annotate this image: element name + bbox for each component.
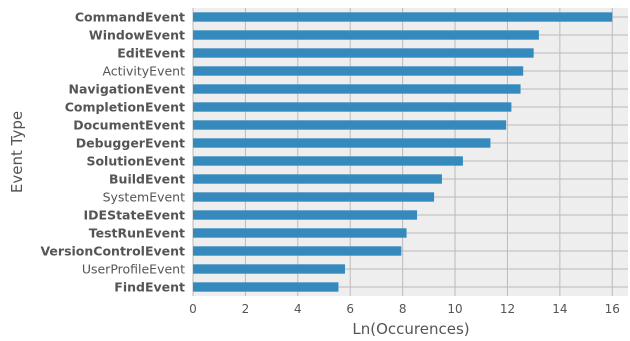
category-label: UserProfileEvent (82, 262, 185, 277)
bar-navigationevent (193, 84, 521, 94)
x-tick-label: 16 (605, 302, 620, 316)
category-label: BuildEvent (109, 172, 185, 187)
bars (193, 12, 613, 292)
bar-windowevent (193, 30, 539, 40)
category-label: WindowEvent (89, 28, 185, 43)
x-tick-label: 10 (447, 302, 462, 316)
x-tick-label: 6 (346, 302, 354, 316)
category-label: TestRunEvent (89, 226, 185, 241)
bar-buildevent (193, 174, 442, 184)
category-label: CompletionEvent (65, 100, 185, 115)
bar-systemevent (193, 192, 435, 202)
bar-activityevent (193, 66, 524, 76)
x-tick-label: 8 (399, 302, 407, 316)
bar-commandevent (193, 12, 613, 22)
bar-documentevent (193, 120, 507, 130)
category-label: ActivityEvent (102, 64, 185, 79)
category-label: FindEvent (114, 280, 185, 295)
category-label: NavigationEvent (69, 82, 186, 97)
category-label: SolutionEvent (86, 154, 185, 169)
category-label: IDEStateEvent (84, 208, 185, 223)
bar-userprofileevent (193, 264, 345, 274)
bar-testrunevent (193, 228, 407, 238)
x-tick-label: 12 (500, 302, 515, 316)
category-label: EditEvent (117, 46, 185, 61)
category-label: DocumentEvent (73, 118, 185, 133)
x-tick-label: 2 (242, 302, 250, 316)
category-label: DebuggerEvent (76, 136, 185, 151)
x-tick-label: 0 (189, 302, 197, 316)
category-label: CommandEvent (75, 10, 185, 25)
bar-findevent (193, 282, 339, 292)
x-axis-label: Ln(Occurences) (352, 320, 469, 338)
bar-versioncontrolevent (193, 246, 402, 256)
bar-solutionevent (193, 156, 463, 166)
x-tick-labels: 0 2 4 6 8 10 12 14 16 (189, 302, 620, 316)
category-labels: CommandEvent WindowEvent EditEvent Activity… (40, 10, 185, 295)
bar-idestateevent (193, 210, 418, 220)
category-label: VersionControlEvent (40, 244, 185, 259)
y-axis-label: Event Type (8, 111, 26, 193)
x-tick-label: 14 (552, 302, 567, 316)
bar-completionevent (193, 102, 512, 112)
category-label: SystemEvent (103, 190, 186, 205)
bar-debuggerevent (193, 138, 491, 148)
bar-editevent (193, 48, 534, 58)
x-tick-label: 4 (294, 302, 302, 316)
